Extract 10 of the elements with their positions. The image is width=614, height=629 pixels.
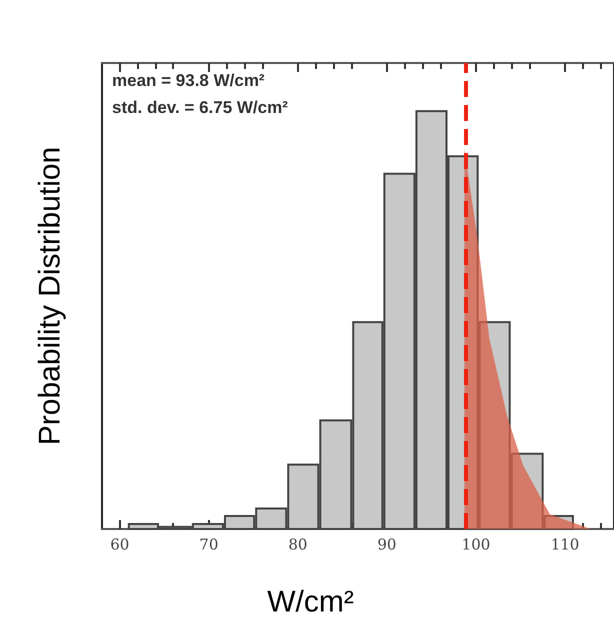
annotation: std. dev. = 6.75 W/cm² [112, 98, 288, 117]
x-tick-label: 60 [110, 536, 130, 554]
x-tick-label: 80 [288, 536, 308, 554]
x-tick-label: 110 [550, 536, 580, 554]
x-tick-label: 70 [199, 536, 218, 554]
text: mean = 93.8 W/cm² [112, 71, 265, 90]
x-axis-title: W/cm² [267, 586, 354, 618]
y-axis-title: Probability Distribution [34, 146, 66, 446]
x-tick-label: 100 [462, 536, 490, 554]
x-tick-label: 90 [377, 536, 396, 554]
